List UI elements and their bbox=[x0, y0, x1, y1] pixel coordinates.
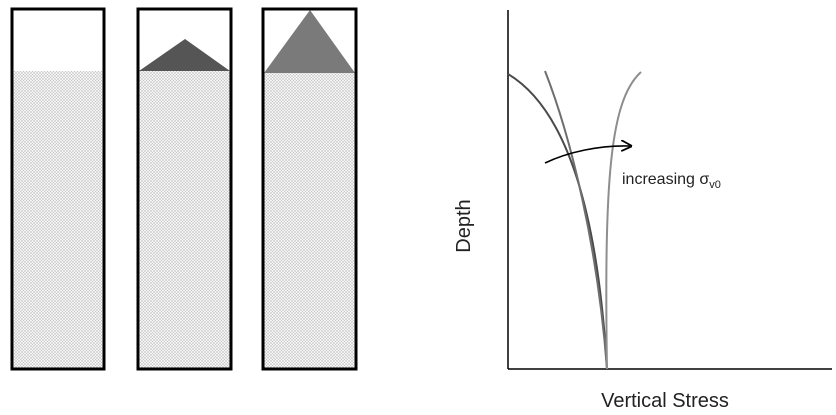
soil-column-2 bbox=[136, 7, 233, 371]
annotation-label: increasing σv0 bbox=[622, 171, 721, 191]
soil-column-3 bbox=[261, 7, 358, 371]
soil-fill-3 bbox=[263, 73, 356, 369]
stress-curve-3 bbox=[605, 71, 642, 370]
stress-curve-1 bbox=[507, 73, 608, 370]
soil-fill-1 bbox=[12, 71, 104, 369]
x-axis-label: Vertical Stress bbox=[601, 390, 729, 412]
soil-fill-2 bbox=[138, 71, 231, 369]
stress-curve-2 bbox=[544, 70, 608, 370]
surcharge-triangle-large bbox=[264, 10, 355, 73]
increasing-arrow bbox=[544, 146, 630, 164]
soil-column-1 bbox=[10, 7, 106, 371]
column-frame-3 bbox=[261, 7, 358, 371]
y-axis-label: Depth bbox=[453, 199, 475, 252]
column-frame-1 bbox=[10, 7, 106, 371]
column-frame-2 bbox=[136, 7, 233, 371]
surcharge-triangle-small bbox=[139, 39, 230, 71]
